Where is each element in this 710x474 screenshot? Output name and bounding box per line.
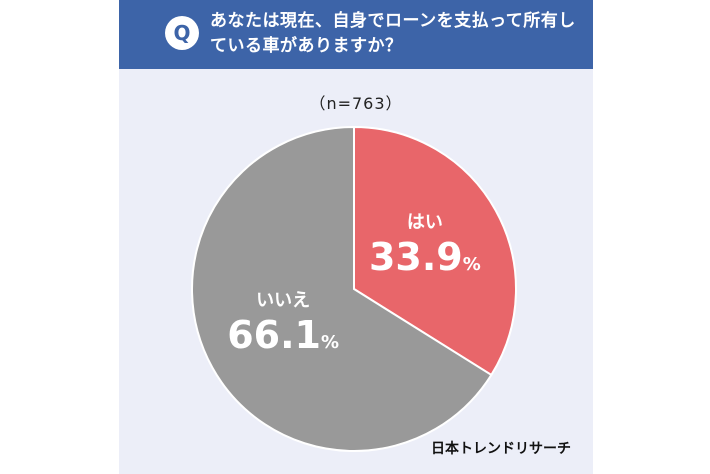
slice-label-yes: はい — [407, 212, 443, 233]
survey-card: Q あなたは現在、自身でローンを支払って所有している車がありますか？ （n=76… — [119, 0, 593, 474]
pie-slice-no — [191, 125, 493, 452]
sample-size-label: （n=763） — [309, 94, 403, 113]
source-credit: 日本トレンドリサーチ — [431, 441, 571, 457]
slice-value-yes: 33.9% — [369, 235, 481, 279]
q-badge: Q — [165, 16, 199, 50]
question-text: あなたは現在、自身でローンを支払って所有している車がありますか？ — [210, 11, 576, 56]
slice-label-no: いいえ — [256, 290, 310, 311]
pie-slice-yes — [353, 125, 517, 377]
question-header: Q あなたは現在、自身でローンを支払って所有している車がありますか？ — [119, 0, 593, 69]
slice-value-no: 66.1% — [227, 313, 339, 357]
